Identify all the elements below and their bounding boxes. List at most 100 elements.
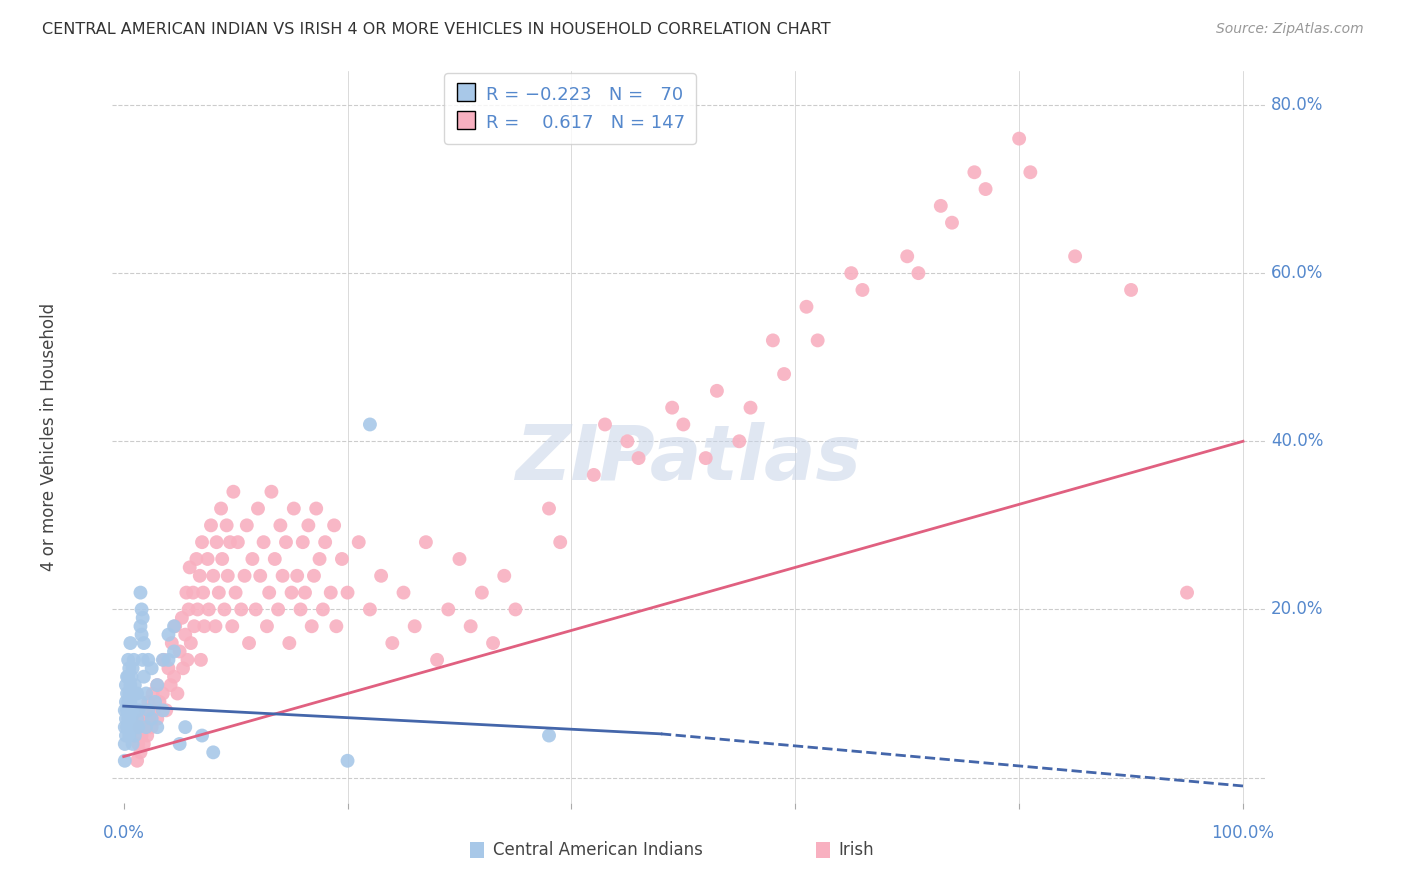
Point bbox=[202, 745, 225, 759]
Point bbox=[269, 518, 291, 533]
Point bbox=[114, 754, 136, 768]
Point bbox=[152, 653, 174, 667]
Point bbox=[215, 518, 238, 533]
Text: 60.0%: 60.0% bbox=[1271, 264, 1323, 282]
Point bbox=[169, 737, 191, 751]
Point bbox=[118, 729, 141, 743]
Point bbox=[1019, 165, 1042, 179]
Point bbox=[163, 619, 186, 633]
Point bbox=[146, 720, 169, 734]
Point bbox=[762, 334, 785, 348]
Point bbox=[124, 703, 146, 717]
Point bbox=[191, 585, 214, 599]
Point bbox=[115, 686, 138, 700]
Point bbox=[115, 712, 138, 726]
Point bbox=[115, 678, 138, 692]
Point bbox=[134, 720, 156, 734]
Point bbox=[115, 703, 138, 717]
Point bbox=[246, 501, 269, 516]
Point bbox=[122, 653, 145, 667]
Point bbox=[200, 518, 222, 533]
Text: 4 or more Vehicles in Household: 4 or more Vehicles in Household bbox=[39, 303, 58, 571]
Point bbox=[128, 720, 150, 734]
Point bbox=[325, 619, 347, 633]
Text: 100.0%: 100.0% bbox=[1212, 824, 1274, 842]
Point bbox=[142, 686, 165, 700]
Point bbox=[152, 686, 174, 700]
Point bbox=[537, 501, 560, 516]
Point bbox=[131, 611, 153, 625]
Point bbox=[301, 619, 323, 633]
Point bbox=[136, 703, 159, 717]
Point bbox=[127, 686, 149, 700]
Text: CENTRAL AMERICAN INDIAN VS IRISH 4 OR MORE VEHICLES IN HOUSEHOLD CORRELATION CHA: CENTRAL AMERICAN INDIAN VS IRISH 4 OR MO… bbox=[42, 22, 831, 37]
Point bbox=[141, 661, 163, 675]
Point bbox=[263, 552, 285, 566]
Point bbox=[117, 695, 139, 709]
Point bbox=[120, 678, 142, 692]
Point bbox=[170, 611, 193, 625]
Point bbox=[225, 585, 247, 599]
Point bbox=[190, 653, 212, 667]
Point bbox=[186, 552, 208, 566]
Point bbox=[336, 754, 359, 768]
Point bbox=[129, 619, 152, 633]
Point bbox=[172, 661, 194, 675]
Point bbox=[166, 686, 188, 700]
Point bbox=[415, 535, 437, 549]
Point bbox=[135, 703, 157, 717]
Point bbox=[204, 619, 226, 633]
Point bbox=[129, 745, 152, 759]
Point bbox=[176, 653, 198, 667]
Point bbox=[117, 653, 139, 667]
Point bbox=[136, 729, 159, 743]
Point bbox=[695, 451, 717, 466]
Point bbox=[157, 661, 180, 675]
Point bbox=[193, 619, 215, 633]
Point bbox=[896, 249, 918, 263]
Point bbox=[131, 653, 153, 667]
Point bbox=[131, 627, 153, 641]
Point bbox=[294, 585, 316, 599]
Point bbox=[582, 467, 605, 482]
Point bbox=[208, 585, 231, 599]
Point bbox=[231, 602, 253, 616]
Point bbox=[121, 737, 143, 751]
Point bbox=[187, 602, 209, 616]
Point bbox=[127, 754, 149, 768]
Point bbox=[114, 720, 136, 734]
Point bbox=[205, 535, 228, 549]
Point bbox=[963, 165, 986, 179]
Legend: R = −0.223   N =   70, R =    0.617   N = 147: R = −0.223 N = 70, R = 0.617 N = 147 bbox=[444, 73, 696, 144]
Text: 0.0%: 0.0% bbox=[103, 824, 145, 842]
Point bbox=[482, 636, 505, 650]
Point bbox=[191, 535, 214, 549]
Point bbox=[257, 585, 280, 599]
Point bbox=[120, 695, 142, 709]
Point bbox=[146, 712, 169, 726]
Point bbox=[242, 552, 264, 566]
Point bbox=[159, 678, 181, 692]
Point bbox=[129, 585, 152, 599]
Point bbox=[314, 535, 336, 549]
Point bbox=[115, 729, 138, 743]
Point bbox=[974, 182, 997, 196]
Point bbox=[176, 585, 198, 599]
Point bbox=[548, 535, 571, 549]
Point bbox=[118, 686, 141, 700]
Point bbox=[336, 585, 359, 599]
Point bbox=[160, 636, 183, 650]
Point bbox=[179, 560, 201, 574]
Point bbox=[323, 518, 346, 533]
Point bbox=[773, 367, 796, 381]
Point bbox=[256, 619, 278, 633]
Point bbox=[381, 636, 404, 650]
Point bbox=[129, 695, 152, 709]
Point bbox=[267, 602, 290, 616]
Point bbox=[537, 729, 560, 743]
Point bbox=[851, 283, 873, 297]
Point bbox=[146, 678, 169, 692]
Point bbox=[114, 737, 136, 751]
Point bbox=[226, 535, 249, 549]
Text: Source: ZipAtlas.com: Source: ZipAtlas.com bbox=[1216, 22, 1364, 37]
